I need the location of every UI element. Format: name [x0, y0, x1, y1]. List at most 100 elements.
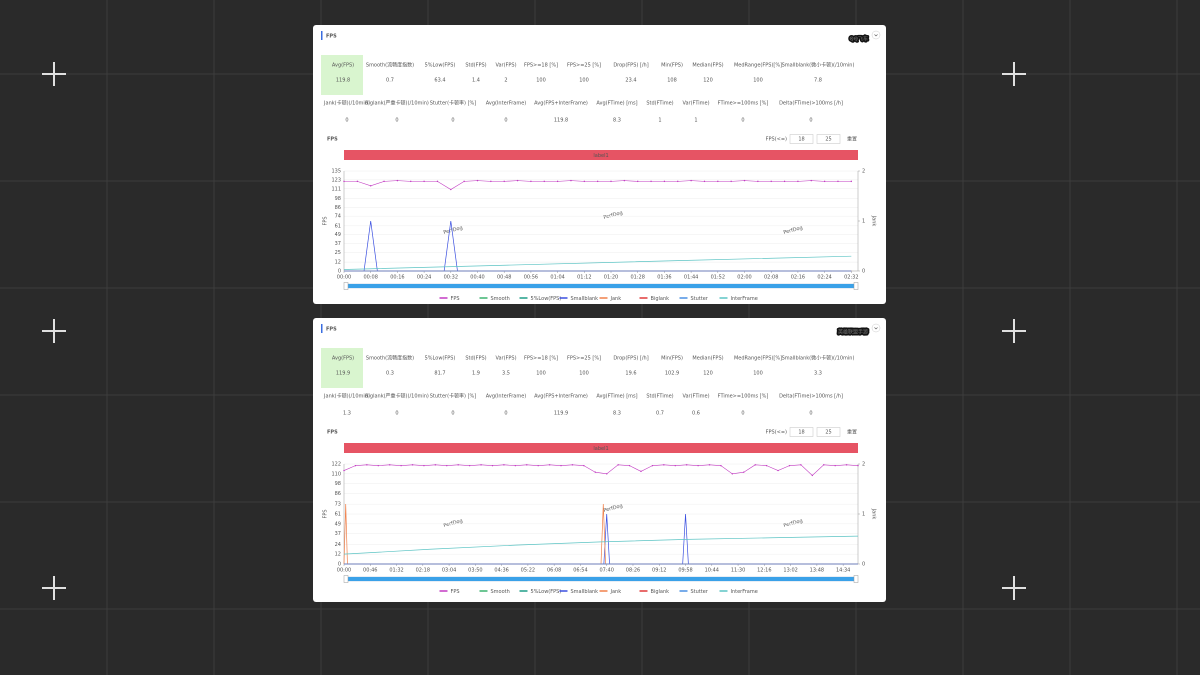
legend-label[interactable]: Biglank	[651, 589, 670, 595]
dropdown-arrow	[874, 327, 878, 330]
y-tick-label: 37	[335, 241, 341, 247]
scroll-handle[interactable]	[853, 575, 859, 583]
metric-value: 1.4	[472, 78, 480, 84]
threshold-value: 18	[798, 137, 804, 143]
fps-point	[697, 464, 699, 467]
metric-value: 100	[753, 371, 763, 377]
legend-label[interactable]: Jank	[610, 589, 622, 595]
metric-label: Avg(InterFrame)	[486, 394, 527, 400]
fps-point	[650, 180, 652, 183]
x-tick-label: 13:02	[783, 568, 797, 574]
watermark: PerfDog	[443, 225, 464, 236]
fps-point	[583, 180, 586, 183]
fps-point	[770, 180, 772, 183]
metric-label: MedRange(FPS)[%]	[734, 63, 782, 69]
fps-point	[354, 464, 357, 467]
x-tick-label: 04:36	[494, 568, 508, 574]
fps-point	[845, 464, 848, 466]
legend-label[interactable]: InterFrame	[731, 296, 758, 302]
legend-label[interactable]: Stutter	[691, 589, 709, 595]
threshold-label: FPS(<=)	[766, 430, 787, 436]
legend-label[interactable]: InterFrame	[731, 589, 758, 595]
fps-point	[730, 180, 732, 183]
metric-value: 100	[536, 78, 546, 84]
legend-label[interactable]: 5%Low(FPS)	[531, 589, 562, 595]
x-tick-label: 09:58	[678, 568, 692, 574]
y-tick-label: 110	[331, 471, 341, 477]
metric-label: FPS>=25 [%]	[567, 63, 601, 69]
fps-point	[526, 464, 528, 466]
scroll-handle[interactable]	[343, 282, 349, 290]
legend-label[interactable]: Smallblank	[571, 589, 599, 595]
threshold-input[interactable]	[789, 427, 814, 437]
x-tick-label: 00:56	[524, 275, 538, 281]
metric-value: 1	[694, 118, 697, 124]
reset-link[interactable]: 重置	[847, 136, 857, 143]
fps-point	[503, 464, 505, 466]
metric-label: Smooth(流畅度指数)	[366, 62, 414, 69]
fps-point	[571, 464, 574, 466]
metric-label: Avg(FPS+InterFrame)	[534, 101, 588, 107]
dropdown-arrow	[874, 34, 878, 37]
x-tick-label: 02:00	[737, 275, 751, 281]
x-tick-label: 13:48	[810, 568, 824, 574]
legend-label[interactable]: FPS	[451, 589, 460, 595]
scroll-handle[interactable]	[343, 575, 349, 583]
legend-label[interactable]: 5%Low(FPS)	[531, 296, 562, 302]
metric-label: Var(FPS)	[495, 356, 516, 362]
metric-value: 1.9	[472, 371, 480, 377]
threshold-input[interactable]	[789, 134, 814, 144]
reset-link[interactable]: 重置	[847, 429, 857, 436]
y-tick-label: 123	[331, 177, 341, 183]
fps-point	[743, 179, 746, 182]
legend-label[interactable]: Smooth	[491, 589, 510, 595]
metric-value: 0.3	[386, 371, 394, 377]
metric-value: 3.3	[814, 371, 822, 377]
metric-label: FPS>=18 [%]	[524, 63, 558, 69]
legend-label[interactable]: Smallblank	[571, 296, 599, 302]
scroll-thumb[interactable]	[346, 577, 856, 581]
fps-point	[823, 180, 826, 183]
series-line	[343, 464, 859, 476]
label-band-text: label1	[593, 153, 608, 159]
threshold-input[interactable]	[816, 427, 841, 437]
y2-tick-label: 1	[862, 512, 865, 518]
fps-point	[436, 180, 439, 183]
watermark: PerfDog	[783, 518, 804, 529]
fps-point	[754, 464, 756, 466]
scroll-handle[interactable]	[853, 282, 859, 290]
series-line	[343, 535, 859, 555]
scroll-thumb[interactable]	[346, 284, 856, 288]
fps-point	[396, 179, 399, 182]
y-tick-label: 37	[335, 531, 341, 537]
fps-point	[637, 180, 639, 183]
metric-label: Var(FTime)	[682, 394, 709, 400]
x-tick-label: 00:00	[337, 568, 351, 574]
metric-label: Min(FPS)	[661, 63, 683, 69]
fps-point	[537, 464, 539, 467]
chart-title: FPS	[327, 430, 338, 436]
x-tick-label: 08:26	[626, 568, 640, 574]
y-tick-label: 61	[335, 223, 341, 229]
y-axis-label: FPS	[323, 509, 329, 518]
fps-point	[617, 464, 619, 466]
legend-label[interactable]: Biglank	[651, 296, 670, 302]
metric-value: 81.7	[434, 371, 445, 377]
metric-value: 0.6	[692, 411, 700, 417]
fps-point	[468, 464, 471, 467]
fps-point	[703, 180, 706, 183]
metric-value: 119.8	[554, 118, 568, 124]
legend-label[interactable]: Stutter	[691, 296, 709, 302]
legend-label[interactable]: Jank	[610, 296, 622, 302]
y-tick-label: 86	[335, 205, 341, 211]
legend-label[interactable]: Smooth	[491, 296, 510, 302]
legend-label[interactable]: FPS	[451, 296, 460, 302]
metric-label: FTime>=100ms [%]	[718, 394, 769, 400]
metric-label: 5%Low(FPS)	[425, 63, 456, 69]
header-accent	[321, 31, 323, 40]
metric-label: Delta(FTime)>100ms [/h]	[779, 394, 843, 400]
threshold-input[interactable]	[816, 134, 841, 144]
fps-point	[606, 473, 608, 475]
y-tick-label: 135	[331, 169, 341, 175]
fps-point	[377, 464, 379, 467]
